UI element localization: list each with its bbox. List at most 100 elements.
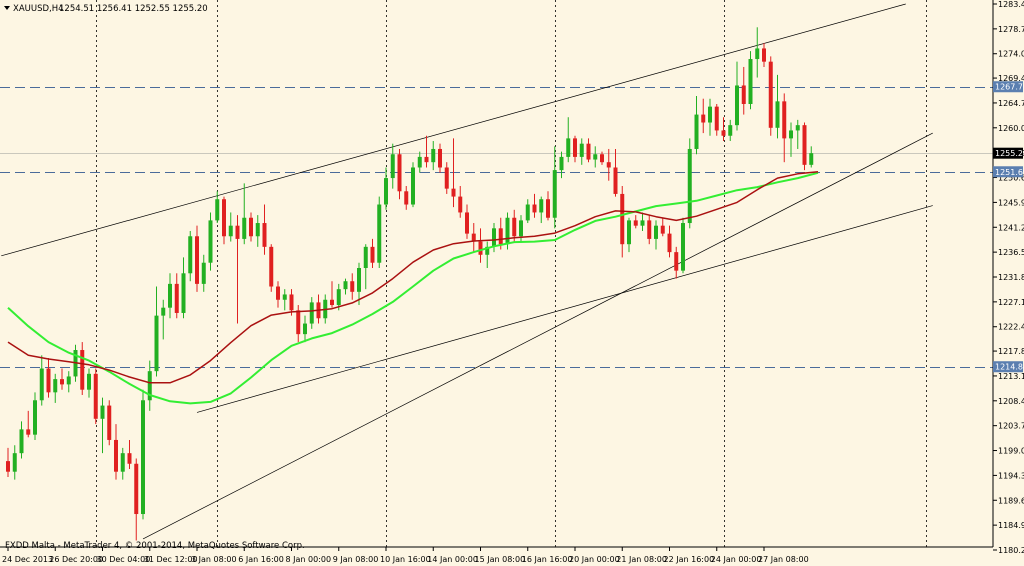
candle: [546, 191, 550, 221]
horizontal-levels[interactable]: [0, 87, 993, 368]
candle-body: [525, 204, 530, 221]
candle: [478, 228, 483, 263]
candle-body: [471, 233, 476, 242]
candle: [728, 119, 733, 142]
candle-body: [573, 138, 577, 157]
candle: [154, 286, 159, 377]
candle-body: [640, 220, 645, 226]
candle-body: [701, 114, 706, 123]
x-tick-label: 22 Jan 16:00: [664, 555, 715, 564]
candle: [627, 217, 631, 253]
candle-body: [276, 286, 280, 300]
candle: [46, 357, 51, 398]
candle: [404, 186, 409, 210]
candle: [363, 244, 368, 290]
candle: [100, 397, 105, 454]
candle: [12, 445, 17, 480]
x-tick-label: 20 Jan 00:00: [569, 555, 620, 564]
fast-moving-average-line: [7, 170, 819, 384]
candle: [114, 424, 118, 480]
candle: [579, 138, 584, 165]
candle: [309, 297, 314, 329]
candle-body: [465, 212, 469, 234]
candle-body: [66, 376, 71, 385]
candle: [573, 135, 577, 163]
candle: [755, 27, 760, 78]
x-tick-label: 24 Jan 00:00: [711, 555, 762, 564]
candle-body: [444, 167, 449, 189]
level-price-tag-text: 1214.84: [995, 363, 1024, 372]
trendlines[interactable]: [1, 3, 933, 540]
candle-body: [762, 48, 766, 62]
x-tick-label: 21 Jan 08:00: [616, 555, 667, 564]
candle-body: [485, 246, 490, 255]
candle: [451, 138, 456, 208]
candle-body: [532, 204, 537, 213]
candle-body: [161, 307, 166, 316]
candle: [357, 262, 361, 306]
candle: [438, 143, 442, 173]
candle-body: [755, 48, 760, 60]
candle-body: [546, 199, 550, 218]
candle: [390, 143, 395, 189]
candle-body: [748, 59, 753, 104]
candle-body: [593, 154, 598, 160]
candle: [714, 103, 719, 136]
trendline[interactable]: [196, 205, 933, 413]
y-tick-label: 1245.90: [998, 198, 1024, 207]
candle-body: [222, 199, 226, 237]
moving-averages: [7, 170, 819, 405]
candle: [181, 257, 186, 319]
x-tick-label: 6 Jan 16:00: [238, 555, 284, 564]
candle: [559, 151, 564, 179]
y-tick-label: 1227.10: [998, 298, 1024, 307]
candle-body: [228, 225, 233, 237]
y-tick-label: 1208.40: [998, 397, 1024, 406]
candle-body: [357, 268, 361, 292]
candle: [532, 193, 537, 218]
candle: [795, 119, 800, 149]
candle: [127, 439, 132, 470]
trendline[interactable]: [142, 132, 933, 540]
candle: [134, 458, 139, 541]
candle-body: [795, 125, 800, 131]
level-price-tag-text: 1251.69: [995, 168, 1024, 177]
y-tick-label: 1264.70: [998, 99, 1024, 108]
candle-body: [330, 299, 334, 306]
candle: [107, 400, 112, 446]
candle-body: [438, 148, 442, 168]
candle-body: [343, 281, 348, 290]
candle: [566, 117, 571, 163]
candle: [539, 196, 544, 224]
candle-body: [660, 225, 665, 234]
candle-body: [613, 167, 618, 194]
level-price-tag: 1267.76: [993, 81, 1024, 93]
candle-body: [350, 281, 355, 292]
candle: [512, 209, 517, 242]
candle-body: [789, 130, 793, 139]
candle-body: [195, 236, 199, 284]
triangle-down-icon[interactable]: [4, 6, 10, 10]
candle: [782, 93, 787, 163]
candle: [741, 66, 746, 115]
candle: [168, 273, 172, 319]
candle: [120, 447, 125, 480]
price-tags: 1267.76 1251.69 1214.84 1255.20: [993, 81, 1024, 373]
candle: [208, 212, 213, 271]
candle-body: [498, 228, 503, 245]
candle-body: [741, 85, 746, 104]
candle: [147, 360, 152, 411]
current-price-tag-bg: [993, 147, 1023, 159]
candle: [303, 315, 307, 343]
candle-body: [768, 61, 773, 128]
trendline[interactable]: [1, 3, 906, 257]
candle-body: [411, 167, 415, 205]
candle: [269, 244, 274, 292]
candle-body: [417, 156, 422, 168]
candle-body: [174, 283, 179, 313]
candle: [262, 204, 267, 255]
candle-body: [458, 196, 463, 213]
candle: [600, 151, 604, 165]
